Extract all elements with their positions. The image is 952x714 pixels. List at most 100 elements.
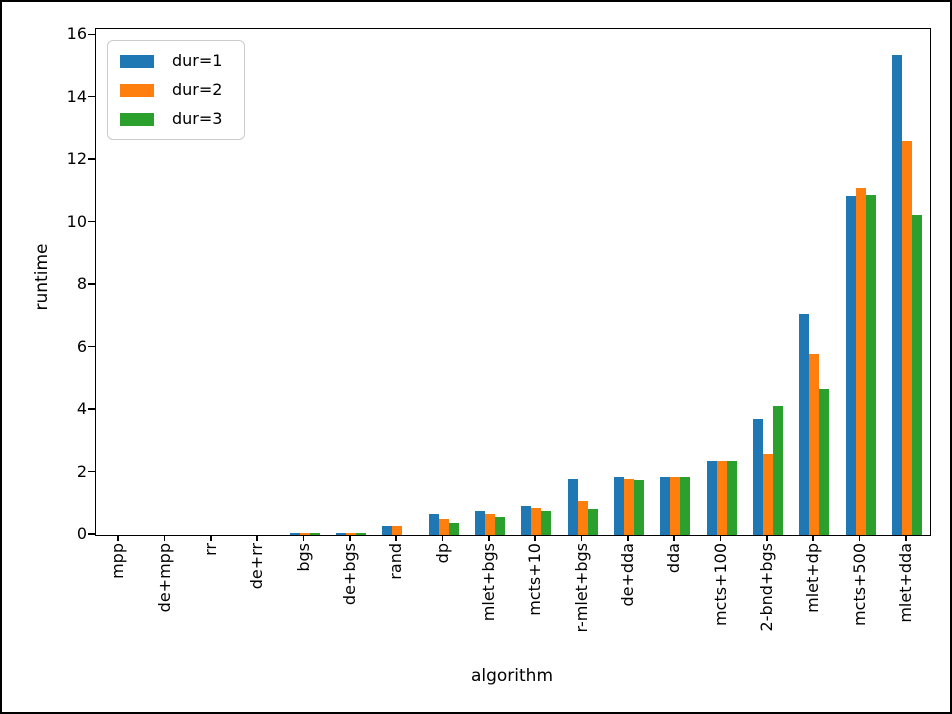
bar-dur=2-mcts+500 — [855, 187, 866, 535]
bar-dur=1-mlet+dp — [799, 314, 810, 535]
bar-dur=3-mlet+bgs — [494, 517, 505, 535]
x-tick-label: mcts+10 — [525, 543, 545, 616]
x-tick-label: 2-bnd+bgs — [756, 543, 776, 632]
bar-dur=2-mcts+100 — [716, 460, 727, 535]
bar-dur=1-mcts+10 — [521, 506, 532, 535]
x-tick-label: mlet+dp — [803, 543, 823, 613]
x-tick-mark — [858, 535, 861, 541]
legend: dur=1 dur=2 dur=3 — [107, 40, 245, 140]
bar-dur=2-r-mlet+bgs — [577, 501, 588, 535]
x-tick-mark — [256, 535, 258, 541]
x-tick-mark — [580, 535, 583, 541]
y-tick-mark — [88, 408, 95, 410]
legend-label: dur=3 — [172, 109, 223, 128]
bar-dur=2-dp — [438, 519, 449, 535]
bar-dur=2-2-bnd+bgs — [762, 453, 773, 535]
y-tick-label: 10 — [66, 211, 87, 231]
bar-dur=3-2-bnd+bgs — [772, 406, 783, 535]
x-tick-label: dda — [664, 543, 684, 574]
bar-dur=1-mcts+500 — [845, 196, 856, 535]
legend-label: dur=1 — [172, 51, 223, 70]
x-tick-mark — [534, 535, 536, 541]
bar-dur=2-mlet+dp — [809, 354, 820, 535]
x-tick-label: de+mpp — [154, 543, 174, 613]
x-tick-mark — [210, 535, 212, 541]
x-tick-label: dp — [432, 543, 452, 564]
legend-swatch-icon — [120, 83, 154, 97]
bar-dur=3-mlet+dp — [819, 388, 830, 535]
x-tick-mark — [627, 535, 629, 541]
bar-dur=1-rand — [382, 526, 393, 535]
x-tick-mark — [349, 535, 351, 541]
bar-dur=3-bgs — [309, 532, 320, 535]
bar-dur=2-mcts+10 — [531, 508, 542, 535]
x-tick-mark — [488, 535, 490, 541]
y-tick-mark — [88, 33, 95, 35]
y-tick-mark — [88, 220, 95, 223]
y-tick-mark — [88, 158, 95, 160]
legend-item: dur=3 — [120, 108, 232, 130]
bar-dur=2-bgs — [299, 533, 310, 535]
bar-dur=1-dp — [428, 514, 439, 535]
bar-dur=1-dda — [660, 476, 671, 535]
y-tick-label: 6 — [76, 336, 87, 356]
y-tick-label: 0 — [76, 524, 87, 543]
x-tick-label: bgs — [293, 543, 313, 572]
y-tick-mark — [88, 283, 95, 285]
y-axis-title: runtime — [32, 243, 52, 311]
y-tick-mark — [88, 96, 95, 98]
x-tick-mark — [812, 535, 814, 541]
x-tick-label: mlet+bgs — [478, 543, 498, 622]
x-tick-label: rr — [200, 543, 220, 556]
bar-dur=1-2-bnd+bgs — [752, 419, 763, 535]
bar-dur=2-mlet+bgs — [484, 514, 495, 535]
y-tick-label: 14 — [66, 86, 87, 106]
bar-dur=2-de+bgs — [345, 533, 356, 535]
bar-dur=2-rand — [392, 525, 403, 535]
bar-dur=2-mlet+dda — [901, 141, 912, 535]
x-tick-label: de+dda — [617, 543, 637, 607]
bar-dur=1-mlet+dda — [891, 54, 902, 535]
y-tick-label: 4 — [76, 399, 87, 419]
bar-dur=3-de+bgs — [355, 533, 366, 535]
x-tick-mark — [302, 535, 305, 541]
bar-dur=2-de+dda — [623, 478, 634, 535]
y-tick-mark — [88, 533, 95, 535]
x-tick-label: mcts+500 — [849, 543, 869, 626]
legend-item: dur=1 — [120, 50, 232, 72]
y-tick-label: 12 — [66, 149, 87, 169]
legend-swatch-icon — [120, 54, 154, 68]
bar-dur=1-de+dda — [613, 476, 624, 535]
x-tick-label: r-mlet+bgs — [571, 543, 591, 633]
x-tick-label: de+bgs — [339, 543, 359, 606]
x-tick-label: de+rr — [247, 543, 267, 590]
x-tick-mark — [673, 535, 675, 541]
legend-swatch-icon — [120, 112, 154, 126]
x-tick-mark — [117, 535, 119, 541]
bar-dur=1-mcts+100 — [706, 460, 717, 535]
x-tick-label: mlet+dda — [895, 543, 915, 623]
x-tick-mark — [905, 535, 907, 541]
y-tick-mark — [88, 345, 95, 348]
legend-label: dur=2 — [172, 80, 223, 99]
bar-dur=2-dda — [670, 476, 681, 535]
x-tick-label: mcts+100 — [710, 543, 730, 626]
y-tick-label: 8 — [76, 274, 87, 294]
bar-dur=3-mcts+500 — [865, 194, 876, 535]
bar-dur=1-mlet+bgs — [474, 511, 485, 535]
plot-area — [95, 28, 931, 536]
x-tick-mark — [163, 535, 166, 541]
x-tick-mark — [719, 535, 722, 541]
x-tick-mark — [441, 535, 444, 541]
bar-dur=1-bgs — [289, 532, 300, 535]
y-tick-label: 16 — [66, 24, 87, 44]
x-tick-label: mpp — [108, 543, 128, 579]
bar-dur=3-mlet+dda — [911, 214, 922, 535]
x-tick-mark — [395, 535, 397, 541]
bar-dur=3-mcts+100 — [726, 460, 737, 535]
bar-dur=1-de+bgs — [335, 532, 346, 535]
bar-dur=3-dda — [680, 477, 691, 535]
x-axis-title: algorithm — [470, 666, 554, 686]
bar-dur=1-r-mlet+bgs — [567, 479, 578, 535]
y-tick-mark — [88, 470, 95, 473]
